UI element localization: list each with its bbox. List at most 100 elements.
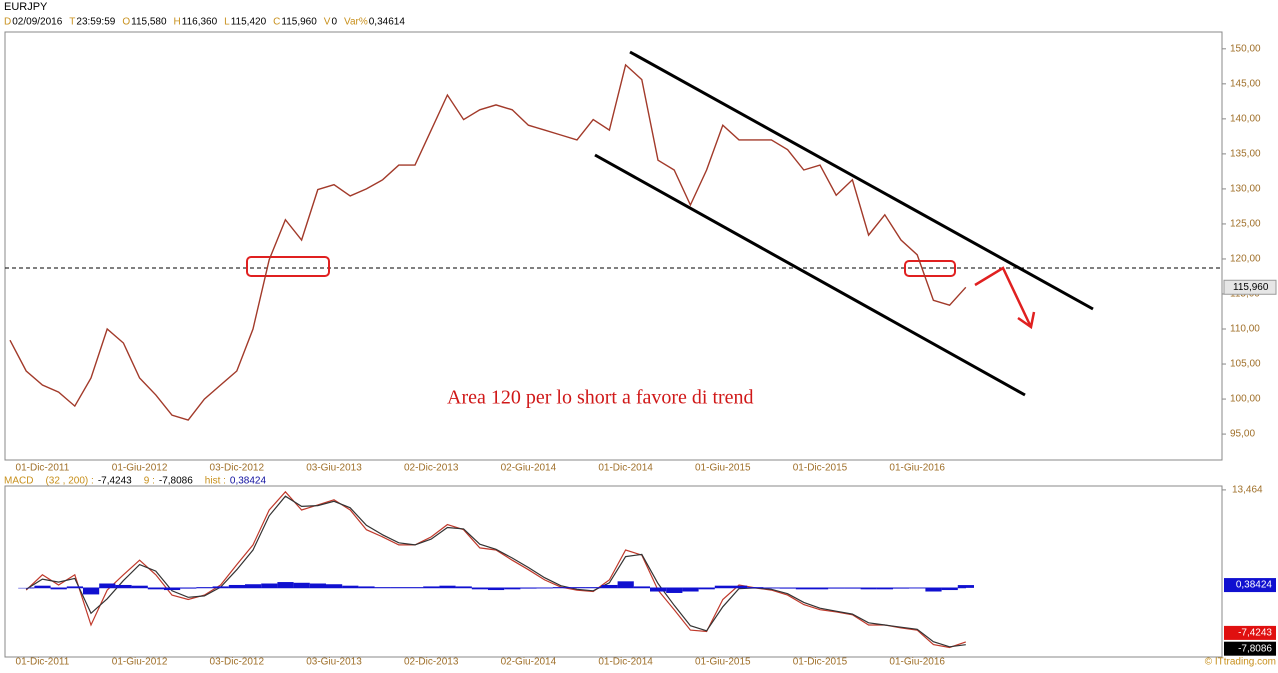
channel-upper <box>629 50 1094 311</box>
macd-line <box>25 490 966 649</box>
field-key: L <box>224 17 230 28</box>
x-tick-label: 01-Giu-2016 <box>889 463 945 474</box>
hist-bar <box>488 587 505 591</box>
x-tick-label: 01-Dic-2014 <box>598 657 653 668</box>
hist-bar <box>633 586 650 588</box>
y-tick-label: 145,00 <box>1230 78 1261 89</box>
hist-bar <box>423 586 440 588</box>
arrow-head <box>1017 311 1036 330</box>
y-tick-label: 100,00 <box>1230 394 1261 405</box>
last-price-label: 115,960 <box>1233 282 1269 293</box>
symbol: EURJPY <box>4 1 48 13</box>
hist-bar <box>941 587 958 591</box>
hist-bar <box>115 584 132 588</box>
hist-bar <box>617 581 634 588</box>
x-tick-label: 01-Giu-2012 <box>112 657 168 668</box>
hist-bar <box>876 587 893 590</box>
hist-bar <box>358 586 375 588</box>
y-tick-label: 125,00 <box>1230 219 1261 230</box>
x-tick-label: 03-Giu-2013 <box>306 657 362 668</box>
hist-bar <box>212 586 229 588</box>
field-key: C <box>273 17 280 28</box>
y-tick-label: 110,00 <box>1230 324 1260 335</box>
field-key: V <box>324 17 331 28</box>
legend-value: 0,38424 <box>230 476 267 487</box>
value-box-label: -7,8086 <box>1238 643 1272 654</box>
value-box <box>1224 578 1276 593</box>
header-fields: D 02/09/2016 T 23:59:59 O 115,580 H 116,360 L 115… <box>4 17 405 28</box>
field-value: 0 <box>331 17 337 28</box>
y-tick-label: 150,00 <box>1230 43 1261 54</box>
x-tick-label: 01-Dic-2015 <box>793 463 848 474</box>
field-key: Var% <box>344 17 368 28</box>
x-tick-label: 02-Dic-2013 <box>404 463 459 474</box>
field-value: 116,360 <box>182 17 218 28</box>
x-tick-label: 01-Dic-2011 <box>16 657 70 668</box>
y-tick-label: 130,00 <box>1230 184 1261 195</box>
channel-lower <box>594 153 1026 397</box>
hist-bar <box>277 582 294 588</box>
y-tick-label: 105,00 <box>1230 359 1261 370</box>
value-box <box>1224 641 1276 656</box>
field-key: H <box>174 17 181 28</box>
hist-bar <box>666 587 683 593</box>
hist-bar <box>293 582 310 588</box>
hist-bar <box>309 583 326 588</box>
field-value: 115,420 <box>231 17 267 28</box>
field-value: 0,34614 <box>369 17 406 28</box>
hist-bar <box>261 583 278 588</box>
x-tick-label: 03-Dic-2012 <box>210 463 265 474</box>
hist-bar <box>714 585 731 588</box>
hist-bar <box>504 587 521 590</box>
price-line <box>9 63 967 421</box>
y-tick-label: 140,00 <box>1230 114 1261 125</box>
x-tick-label: 02-Giu-2014 <box>501 463 557 474</box>
field-value: 115,960 <box>281 17 317 28</box>
hist-bar <box>18 587 35 589</box>
legend-name: 9 : <box>144 476 155 487</box>
hist-bar <box>860 587 877 590</box>
x-tick-label: 01-Dic-2015 <box>793 657 848 668</box>
hist-bar <box>925 587 942 592</box>
x-tick-label: 01-Giu-2015 <box>695 463 751 474</box>
hist-bar <box>812 587 829 590</box>
field-value: 23:59:59 <box>76 17 115 28</box>
hist-bar <box>99 583 116 588</box>
x-tick-label: 02-Dic-2013 <box>404 657 459 668</box>
hist-bar <box>147 587 164 590</box>
hist-bar <box>50 587 67 590</box>
x-tick-label: 01-Dic-2014 <box>598 463 653 474</box>
hist-bar <box>957 585 974 588</box>
hist-bar <box>650 587 667 592</box>
hist-bar <box>34 585 51 588</box>
hist-bar <box>228 584 245 588</box>
x-tick-label: 01-Giu-2016 <box>889 657 945 668</box>
hist-bar <box>795 587 812 590</box>
x-tick-label: 03-Dic-2012 <box>210 657 265 668</box>
highlight-box <box>246 256 330 277</box>
x-tick-label: 03-Giu-2013 <box>306 463 362 474</box>
hist-bar <box>164 587 181 591</box>
y-tick-label: 13,464 <box>1232 485 1263 496</box>
macd-line <box>25 495 966 648</box>
hist-bar <box>601 584 618 588</box>
field-key: T <box>69 17 75 28</box>
hist-bar <box>342 585 359 588</box>
hist-bar <box>682 587 699 592</box>
x-tick-label: 01-Dic-2011 <box>16 463 70 474</box>
hist-bar <box>326 584 343 588</box>
legend-name: (32 , 200) : <box>45 476 93 487</box>
hist-bar <box>245 584 262 588</box>
legend-value: -7,4243 <box>98 476 132 487</box>
value-box <box>1224 625 1276 640</box>
hist-bar <box>471 587 488 590</box>
x-tick-label: 02-Giu-2014 <box>501 657 557 668</box>
last-price-box <box>1223 279 1277 295</box>
y-tick-label: 120,00 <box>1230 254 1261 265</box>
highlight-box <box>904 260 956 277</box>
arrow <box>974 266 1032 326</box>
hist-bar <box>698 587 715 590</box>
value-box-label: 0,38424 <box>1236 580 1273 591</box>
